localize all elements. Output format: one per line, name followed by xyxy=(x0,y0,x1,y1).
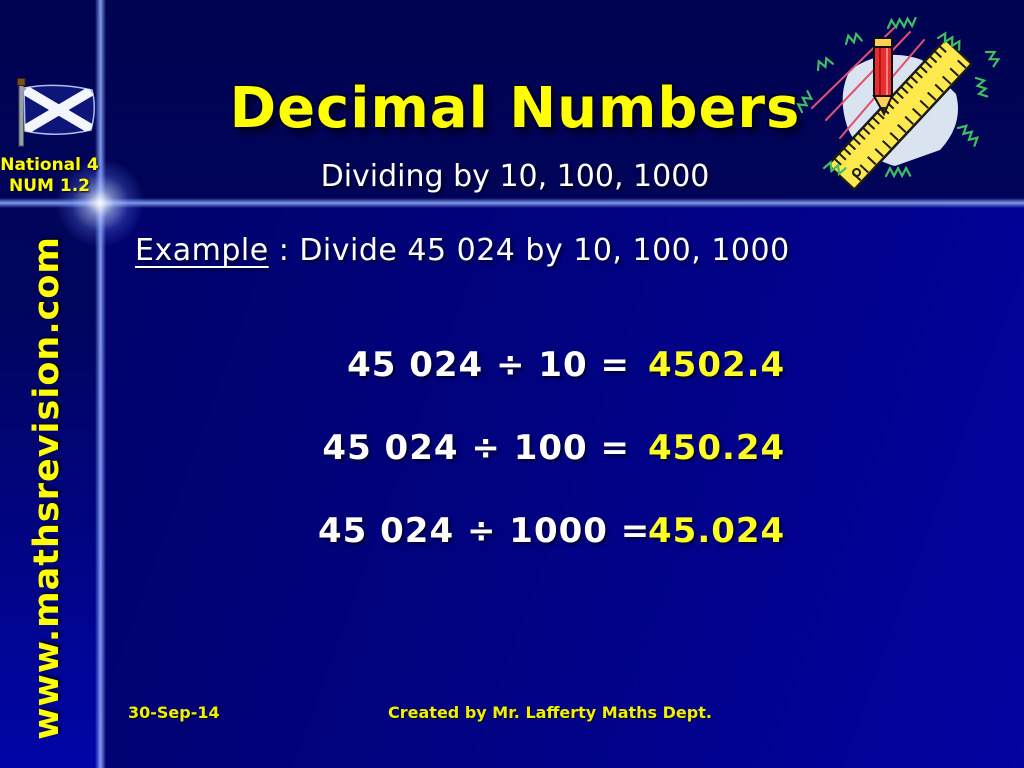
cross-flare-glow xyxy=(55,158,145,248)
pencil-ruler-clipart xyxy=(796,16,1001,190)
equation-expression: 45 024 ÷ 100 = xyxy=(322,428,630,468)
equation-row: 45 024 ÷ 100 = 450.24 xyxy=(318,428,785,468)
badge-level: National 4 xyxy=(0,155,99,175)
equations-block: 45 024 ÷ 10 = 4502.4 45 024 ÷ 100 = 450.… xyxy=(318,345,785,594)
pencil-icon xyxy=(872,37,894,117)
page-subtitle: Dividing by 10, 100, 1000 xyxy=(320,159,710,194)
equation-answer: 4502.4 xyxy=(648,345,786,385)
content-panel xyxy=(101,206,1024,768)
equation-expression: 45 024 ÷ 1000 = xyxy=(318,511,651,551)
example-label: Example xyxy=(135,233,269,268)
equation-answer: 450.24 xyxy=(648,428,786,468)
flag-pole xyxy=(18,83,24,147)
equation-expression: 45 024 ÷ 10 = xyxy=(347,345,630,385)
scribbles-decoration xyxy=(796,16,1001,179)
scotland-flag-icon xyxy=(17,78,95,147)
footer-date: 30-Sep-14 xyxy=(128,703,220,722)
example-text: : Divide 45 024 by 10, 100, 1000 xyxy=(268,233,790,268)
flag-saltire xyxy=(24,85,94,135)
equation-answer: 45.024 xyxy=(648,511,786,551)
equation-row: 45 024 ÷ 10 = 4502.4 xyxy=(318,345,785,385)
page-title: Decimal Numbers xyxy=(229,76,801,141)
example-line: Example : Divide 45 024 by 10, 100, 1000 xyxy=(135,233,790,268)
divider-vertical-glow xyxy=(95,0,106,768)
equation-row: 45 024 ÷ 1000 = 45.024 xyxy=(318,511,785,551)
badge-unit: NUM 1.2 xyxy=(9,176,90,196)
website-vertical-text: www.mathsrevision.com xyxy=(27,236,67,740)
footer-credit: Created by Mr. Lafferty Maths Dept. xyxy=(388,703,712,722)
divider-horizontal-glow xyxy=(0,198,1024,208)
course-badge: National 4 NUM 1.2 xyxy=(0,155,99,197)
flag-pole-cap xyxy=(17,78,26,86)
